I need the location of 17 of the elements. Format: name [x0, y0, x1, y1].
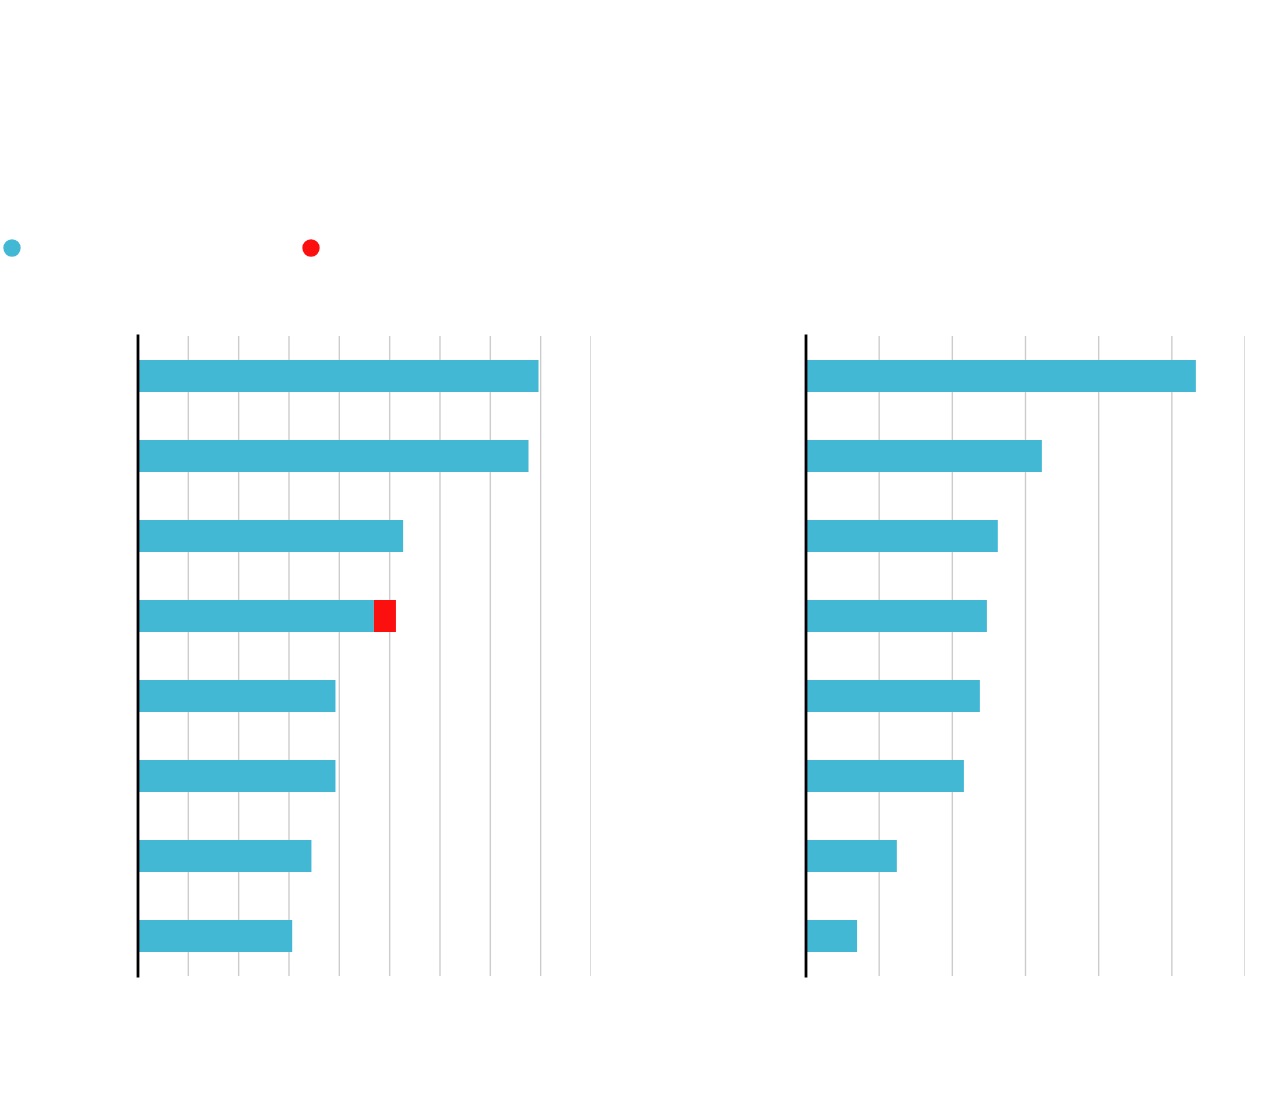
bar	[806, 440, 1042, 472]
bar	[806, 760, 964, 792]
bar	[138, 520, 404, 552]
bar	[138, 840, 312, 872]
bar	[806, 520, 998, 552]
bar	[138, 440, 529, 472]
bar	[138, 680, 336, 712]
bar	[806, 600, 987, 632]
bar	[806, 360, 1196, 392]
bar	[138, 600, 374, 632]
bar	[138, 920, 293, 952]
bar	[138, 760, 336, 792]
bar	[138, 360, 539, 392]
bar	[806, 840, 897, 872]
bar	[373, 600, 396, 632]
bar	[806, 680, 980, 712]
bar	[806, 920, 858, 952]
